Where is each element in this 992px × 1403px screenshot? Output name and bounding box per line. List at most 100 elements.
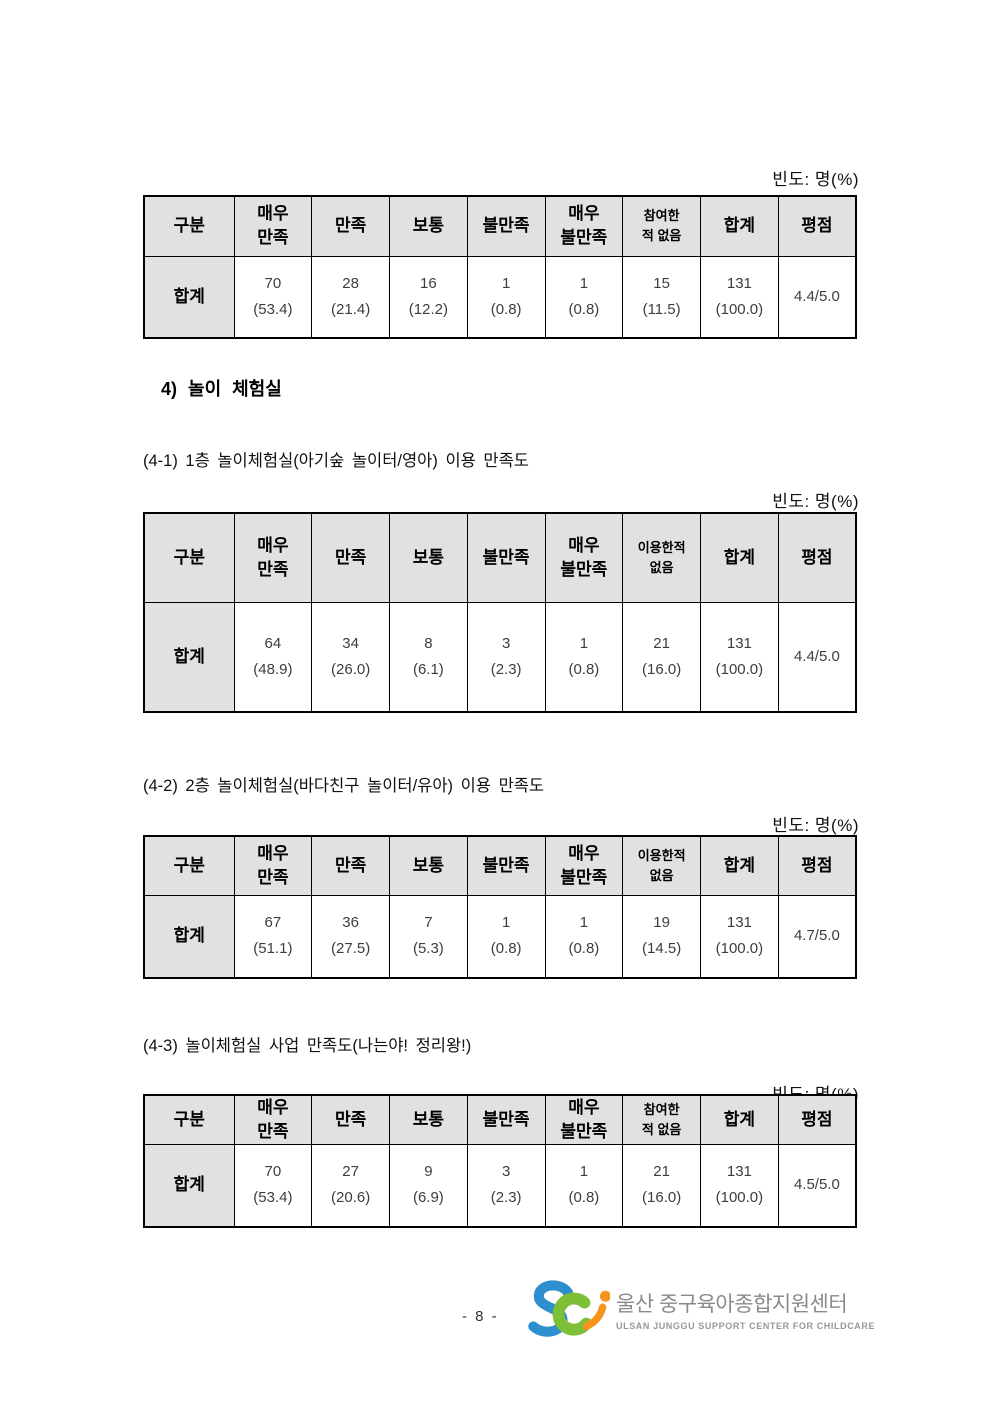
table-header-row: 구분 매우 만족 만족 보통 불만족 매우 불만족 이용한적 없음 합계 평점 <box>143 835 857 896</box>
logo-icon <box>528 1280 610 1337</box>
cell-neutral: 16 (12.2) <box>389 255 468 339</box>
col-header-neutral: 보통 <box>389 1094 468 1145</box>
col-header-score: 평점 <box>777 512 857 603</box>
cell-satisfied: 27 (20.6) <box>311 1143 390 1228</box>
cell-never-participated: 15 (11.5) <box>622 255 701 339</box>
page-number: - 8 - <box>462 1308 499 1325</box>
cell-neutral: 9 (6.9) <box>389 1143 468 1228</box>
table-header-row: 구분 매우 만족 만족 보통 불만족 매우 불만족 이용한적 없음 합계 평점 <box>143 512 857 603</box>
table-4-2-second-floor-playroom: 구분 매우 만족 만족 보통 불만족 매우 불만족 이용한적 없음 합계 평점 … <box>143 835 857 979</box>
subsection-heading-4-2: (4-2) 2층 놀이체험실(바다친구 놀이터/유아) 이용 만족도 <box>143 777 545 795</box>
frequency-unit-label: 빈도: 명(%) <box>772 492 859 511</box>
col-header-satisfied: 만족 <box>311 195 390 257</box>
table-data-row: 합계 70 (53.4) 27 (20.6) 9 (6.9) 3 (2.3) 1… <box>143 1143 857 1228</box>
col-header-dissatisfied: 불만족 <box>466 1094 546 1145</box>
cell-dissatisfied: 3 (2.3) <box>466 1143 546 1228</box>
cell-very-dissatisfied: 1 (0.8) <box>544 255 624 339</box>
row-label-total: 합계 <box>143 255 235 339</box>
section-heading: 4) 놀이 체험실 <box>161 379 282 399</box>
col-header-dissatisfied: 불만족 <box>466 512 546 603</box>
col-header-neutral: 보통 <box>389 195 468 257</box>
cell-score: 4.7/5.0 <box>777 894 857 979</box>
cell-neutral: 7 (5.3) <box>389 894 468 979</box>
cell-total: 131 (100.0) <box>700 255 779 339</box>
cell-total: 131 (100.0) <box>700 601 779 713</box>
col-header-very-dissatisfied: 매우 불만족 <box>544 1094 624 1145</box>
cell-dissatisfied: 3 (2.3) <box>466 601 546 713</box>
col-header-satisfied: 만족 <box>311 1094 390 1145</box>
frequency-unit-label: 빈도: 명(%) <box>772 816 859 835</box>
cell-satisfied: 36 (27.5) <box>311 894 390 979</box>
table-data-row: 합계 64 (48.9) 34 (26.0) 8 (6.1) 3 (2.3) 1… <box>143 601 857 713</box>
cell-satisfied: 28 (21.4) <box>311 255 390 339</box>
cell-score: 4.4/5.0 <box>777 601 857 713</box>
cell-score: 4.5/5.0 <box>777 1143 857 1228</box>
col-header-gubun: 구분 <box>143 1094 235 1145</box>
col-header-neutral: 보통 <box>389 512 468 603</box>
table-4-3-playroom-program: 구분 매우 만족 만족 보통 불만족 매우 불만족 참여한 적 없음 합계 평점… <box>143 1094 857 1229</box>
col-header-dissatisfied: 불만족 <box>466 835 546 896</box>
table-header-row: 구분 매우 만족 만족 보통 불만족 매우 불만족 참여한 적 없음 합계 평점 <box>143 1094 857 1145</box>
logo-c-shape <box>552 1292 593 1336</box>
cell-very-dissatisfied: 1 (0.8) <box>544 601 624 713</box>
cell-never-used: 21 (16.0) <box>622 601 701 713</box>
cell-dissatisfied: 1 (0.8) <box>466 894 546 979</box>
col-header-score: 평점 <box>777 195 857 257</box>
table-4-1-first-floor-playroom: 구분 매우 만족 만족 보통 불만족 매우 불만족 이용한적 없음 합계 평점 … <box>143 512 857 713</box>
cell-score: 4.4/5.0 <box>777 255 857 339</box>
cell-dissatisfied: 1 (0.8) <box>466 255 546 339</box>
col-header-very-satisfied: 매우 만족 <box>233 512 313 603</box>
col-header-never-participated: 참여한 적 없음 <box>622 1094 701 1145</box>
col-header-very-dissatisfied: 매우 불만족 <box>544 195 624 257</box>
cell-very-satisfied: 70 (53.4) <box>233 255 313 339</box>
row-label-total: 합계 <box>143 894 235 979</box>
col-header-total: 합계 <box>700 1094 779 1145</box>
logo-english-name: ULSAN JUNGGU SUPPORT CENTER FOR CHILDCAR… <box>616 1321 876 1331</box>
logo-s-shape <box>528 1280 574 1337</box>
col-header-satisfied: 만족 <box>311 512 390 603</box>
cell-total: 131 (100.0) <box>700 894 779 979</box>
col-header-gubun: 구분 <box>143 835 235 896</box>
col-header-never-used: 이용한적 없음 <box>622 835 701 896</box>
col-header-total: 합계 <box>700 195 779 257</box>
logo-person-shape <box>582 1303 607 1330</box>
org-logo: 울산 중구육아종합지원센터 ULSAN JUNGGU SUPPORT CENTE… <box>526 1276 875 1342</box>
cell-very-dissatisfied: 1 (0.8) <box>544 1143 624 1228</box>
col-header-total: 합계 <box>700 835 779 896</box>
logo-text-block: 울산 중구육아종합지원센터 ULSAN JUNGGU SUPPORT CENTE… <box>616 1276 875 1331</box>
col-header-very-satisfied: 매우 만족 <box>233 835 313 896</box>
cell-neutral: 8 (6.1) <box>389 601 468 713</box>
col-header-dissatisfied: 불만족 <box>466 195 546 257</box>
cell-never-used: 19 (14.5) <box>622 894 701 979</box>
col-header-gubun: 구분 <box>143 195 235 257</box>
logo-korean-name: 울산 중구육아종합지원센터 <box>616 1293 848 1316</box>
table-overall-total: 구분 매우 만족 만족 보통 불만족 매우 불만족 참여한 적 없음 합계 평점… <box>143 195 857 339</box>
row-label-total: 합계 <box>143 1143 235 1228</box>
cell-very-satisfied: 70 (53.4) <box>233 1143 313 1228</box>
col-header-gubun: 구분 <box>143 512 235 603</box>
col-header-satisfied: 만족 <box>311 835 390 896</box>
cell-satisfied: 34 (26.0) <box>311 601 390 713</box>
col-header-very-satisfied: 매우 만족 <box>233 195 313 257</box>
col-header-very-satisfied: 매우 만족 <box>233 1094 313 1145</box>
cell-never-participated: 21 (16.0) <box>622 1143 701 1228</box>
col-header-very-dissatisfied: 매우 불만족 <box>544 835 624 896</box>
cell-very-satisfied: 67 (51.1) <box>233 894 313 979</box>
row-label-total: 합계 <box>143 601 235 713</box>
col-header-never-participated: 참여한 적 없음 <box>622 195 701 257</box>
table-header-row: 구분 매우 만족 만족 보통 불만족 매우 불만족 참여한 적 없음 합계 평점 <box>143 195 857 257</box>
col-header-total: 합계 <box>700 512 779 603</box>
table-data-row: 합계 70 (53.4) 28 (21.4) 16 (12.2) 1 (0.8)… <box>143 255 857 339</box>
col-header-never-used: 이용한적 없음 <box>622 512 701 603</box>
col-header-neutral: 보통 <box>389 835 468 896</box>
cell-total: 131 (100.0) <box>700 1143 779 1228</box>
cell-very-satisfied: 64 (48.9) <box>233 601 313 713</box>
subsection-heading-4-1: (4-1) 1층 놀이체험실(아기숲 놀이터/영아) 이용 만족도 <box>143 452 529 470</box>
table-data-row: 합계 67 (51.1) 36 (27.5) 7 (5.3) 1 (0.8) 1… <box>143 894 857 979</box>
frequency-unit-label: 빈도: 명(%) <box>772 170 859 189</box>
subsection-heading-4-3: (4-3) 놀이체험실 사업 만족도(나는야! 정리왕!) <box>143 1037 472 1055</box>
logo-person-head <box>599 1290 610 1302</box>
cell-very-dissatisfied: 1 (0.8) <box>544 894 624 979</box>
col-header-score: 평점 <box>777 1094 857 1145</box>
